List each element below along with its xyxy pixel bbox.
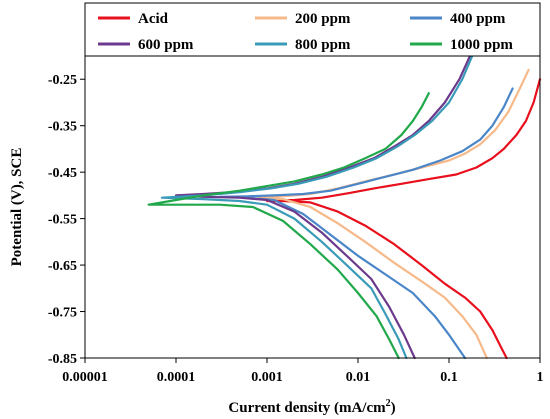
x-axis-title-sup: 2 (386, 398, 391, 409)
y-tick-label: -0.65 (48, 259, 77, 274)
legend-label: 400 ppm (450, 11, 506, 27)
legend: Acid 200 ppm 400 ppm 600 ppm 800 ppm 1000 ppm (98, 11, 513, 53)
x-tick-label: 0.00001 (62, 370, 108, 385)
legend-label: 800 ppm (295, 37, 351, 53)
legend-label: 1000 ppm (450, 37, 513, 53)
y-tick-label: -0.85 (48, 352, 77, 367)
y-axis-title: Potential (V), SCE (9, 148, 25, 267)
x-axis-title-main: Current density (mA/cm (228, 400, 386, 416)
legend-box (84, 2, 541, 57)
legend-label: 200 ppm (295, 11, 351, 27)
x-tick-label: 0.0001 (157, 370, 196, 385)
x-tick-label: 1 (537, 370, 544, 385)
y-tick-label: -0.25 (48, 73, 77, 88)
y-tick-label: -0.35 (48, 120, 77, 135)
y-tick-label: -0.75 (48, 306, 77, 321)
x-tick-label: 0.1 (440, 370, 458, 385)
x-axis-title: Current density (mA/cm2) (228, 398, 395, 416)
series-line-2 (218, 87, 514, 360)
series-layer (147, 54, 542, 360)
x-tick-label: 0.01 (346, 370, 371, 385)
y-tick-label: -0.55 (48, 213, 77, 228)
x-axis-title-end: ) (391, 400, 396, 416)
series-line-5 (147, 92, 430, 360)
x-tick-label: 0.001 (251, 370, 283, 385)
ticks-layer: 0.00001 0.0001 0.001 0.01 0.1 1 -0.25 -0.35 -0.4… (48, 73, 544, 385)
series-line-0 (265, 78, 542, 360)
legend-label: Acid (138, 11, 169, 27)
legend-label: 600 ppm (138, 37, 194, 53)
y-tick-label: -0.45 (48, 166, 77, 181)
